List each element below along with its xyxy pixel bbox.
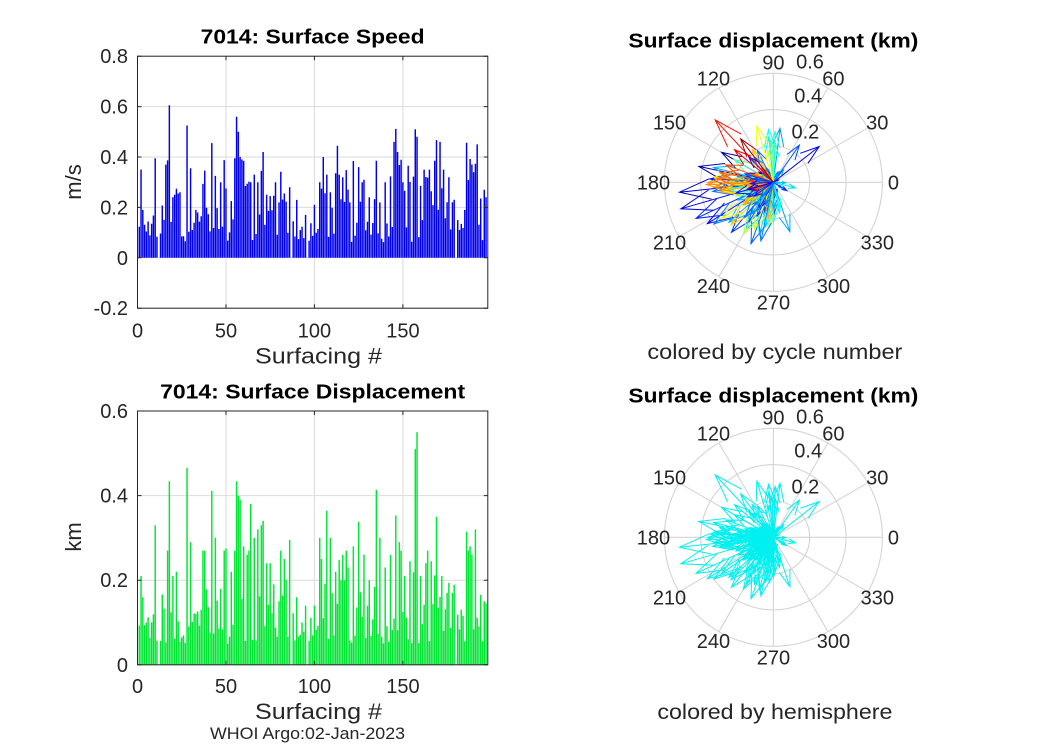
svg-text:Surfacing #: Surfacing # [255, 344, 383, 369]
svg-text:270: 270 [757, 647, 790, 669]
svg-text:0.2: 0.2 [100, 197, 128, 219]
svg-text:150: 150 [653, 112, 686, 134]
svg-text:300: 300 [817, 276, 850, 298]
svg-text:0.2: 0.2 [100, 570, 128, 592]
svg-text:Surface displacement (km): Surface displacement (km) [628, 31, 918, 53]
svg-text:0.4: 0.4 [794, 85, 822, 107]
svg-text:km: km [61, 522, 86, 551]
svg-text:0: 0 [132, 321, 143, 343]
svg-text:0.6: 0.6 [796, 406, 824, 428]
svg-text:0.4: 0.4 [100, 486, 128, 508]
svg-text:0.8: 0.8 [100, 46, 128, 68]
svg-text:-0.2: -0.2 [94, 298, 128, 320]
svg-text:7014: Surface Displacement: 7014: Surface Displacement [160, 382, 465, 404]
svg-text:0.6: 0.6 [100, 401, 128, 423]
svg-text:7014: Surface Speed: 7014: Surface Speed [201, 27, 425, 49]
svg-text:0: 0 [132, 676, 143, 698]
svg-text:90: 90 [762, 52, 784, 74]
svg-text:0.6: 0.6 [796, 51, 824, 73]
svg-text:300: 300 [817, 631, 850, 653]
svg-text:60: 60 [822, 423, 844, 445]
svg-text:WHOI Argo:02-Jan-2023: WHOI Argo:02-Jan-2023 [210, 725, 405, 743]
svg-text:Surfacing #: Surfacing # [255, 699, 383, 724]
svg-text:30: 30 [866, 467, 888, 489]
svg-text:330: 330 [861, 232, 894, 254]
svg-text:270: 270 [757, 292, 790, 314]
svg-text:0: 0 [888, 172, 899, 194]
svg-text:0.6: 0.6 [100, 97, 128, 119]
svg-text:100: 100 [298, 321, 331, 343]
svg-text:240: 240 [697, 276, 730, 298]
svg-text:90: 90 [762, 407, 784, 429]
svg-text:150: 150 [653, 467, 686, 489]
svg-text:180: 180 [637, 172, 670, 194]
svg-text:30: 30 [866, 112, 888, 134]
svg-text:0: 0 [888, 527, 899, 549]
svg-text:50: 50 [215, 676, 237, 698]
svg-text:50: 50 [215, 321, 237, 343]
svg-text:100: 100 [298, 676, 331, 698]
svg-text:120: 120 [697, 423, 730, 445]
svg-text:0.2: 0.2 [791, 477, 819, 499]
svg-text:0.4: 0.4 [100, 147, 128, 169]
svg-text:0: 0 [117, 655, 128, 677]
svg-text:210: 210 [653, 232, 686, 254]
svg-text:60: 60 [822, 68, 844, 90]
svg-text:330: 330 [861, 587, 894, 609]
svg-text:Surface displacement (km): Surface displacement (km) [628, 386, 918, 408]
svg-text:180: 180 [637, 527, 670, 549]
svg-text:120: 120 [697, 68, 730, 90]
svg-text:240: 240 [697, 631, 730, 653]
svg-text:210: 210 [653, 587, 686, 609]
svg-text:colored by cycle number: colored by cycle number [647, 341, 902, 364]
svg-text:0.4: 0.4 [794, 440, 822, 462]
svg-text:150: 150 [386, 321, 419, 343]
svg-text:0: 0 [117, 248, 128, 270]
svg-text:150: 150 [386, 676, 419, 698]
svg-text:0.2: 0.2 [791, 122, 819, 144]
svg-text:m/s: m/s [61, 164, 86, 199]
svg-text:colored by hemisphere: colored by hemisphere [657, 701, 892, 724]
